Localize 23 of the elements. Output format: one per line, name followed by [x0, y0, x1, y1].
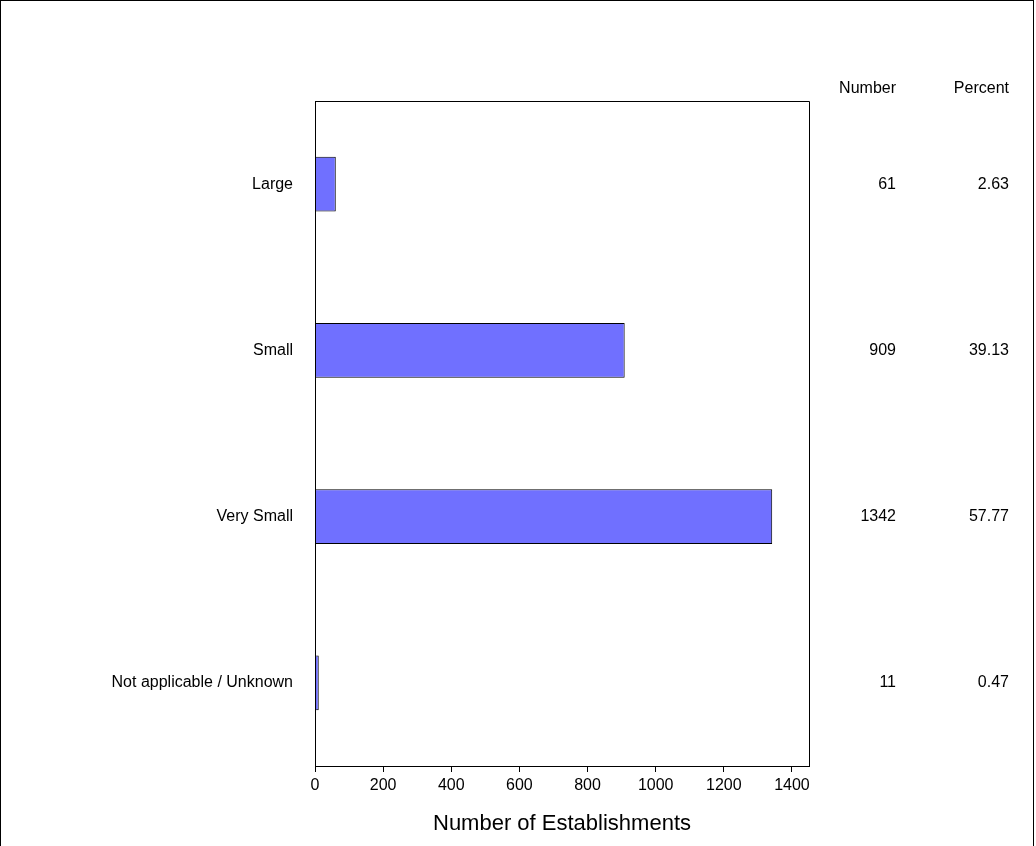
x-tick-label: 0: [310, 776, 320, 794]
x-tick-label: 200: [369, 776, 397, 794]
y-tick-label: Small: [252, 340, 293, 358]
x-tick-label: 1000: [637, 776, 674, 794]
data-label: 909: [869, 340, 897, 358]
x-tick-label: 1200: [706, 776, 742, 794]
data-label: 1342: [860, 507, 897, 525]
x-axis-title: Number of Establishments: [433, 809, 691, 835]
x-tick-label: 800: [574, 776, 601, 794]
data-label: 11: [879, 673, 897, 691]
text: 57.77: [968, 507, 1010, 525]
x-tick-label: 400: [437, 776, 465, 794]
data-label: 61: [878, 174, 897, 192]
x-tick-label: 1400: [774, 776, 810, 794]
y-tick-label: Very Small: [216, 507, 293, 525]
text: 2.63: [977, 174, 1010, 192]
y-tick-label: Not applicable / Unknown: [111, 673, 293, 691]
x-tick-label: 600: [506, 776, 533, 794]
text: 39.13: [968, 340, 1010, 358]
y-tick-label: Large: [252, 174, 294, 192]
text: Percent: [953, 79, 1010, 97]
text: 0.47: [977, 673, 1010, 691]
text: Number: [839, 79, 897, 97]
